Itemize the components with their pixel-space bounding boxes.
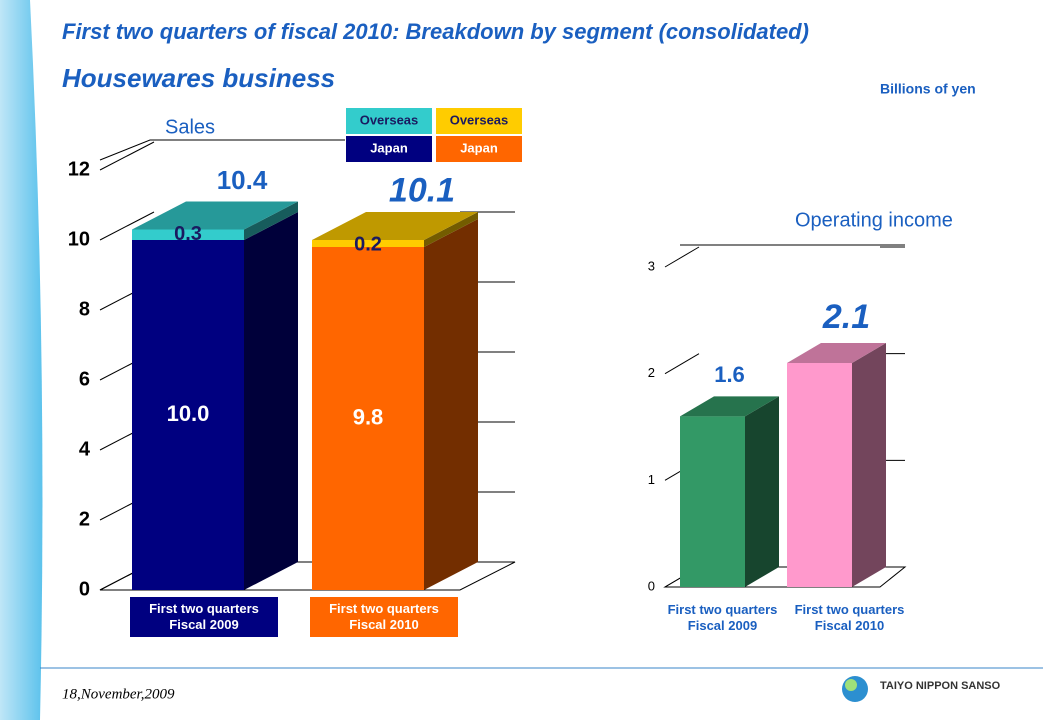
legend-label: Overseas (360, 112, 419, 127)
value-label: 0.3 (174, 223, 202, 245)
legend-label: Japan (370, 140, 408, 155)
bar-top (787, 343, 886, 363)
bar (787, 363, 852, 587)
x-tick-label: First two quarters Fiscal 2009 (667, 602, 778, 633)
bar-side (244, 212, 298, 590)
side-stripe (0, 0, 43, 720)
bar (312, 247, 424, 590)
bar (312, 240, 424, 247)
title-line (99, 139, 345, 161)
tick-line (664, 353, 700, 375)
legend-swatch (436, 136, 522, 162)
bar-side (424, 212, 478, 247)
y-tick-label: 2 (648, 365, 655, 380)
y-tick-label: 4 (79, 438, 91, 460)
bar (680, 416, 745, 587)
bar-side (244, 201, 298, 240)
value-label: 0.2 (354, 233, 382, 255)
x-tick-label: First two quarters Fiscal 2010 (794, 602, 905, 633)
y-tick-label: 8 (79, 298, 90, 320)
bar (132, 229, 244, 240)
legend-swatch (436, 108, 522, 134)
y-tick-label: 0 (79, 578, 90, 600)
subtitle: Housewares business (62, 63, 335, 93)
y-tick-label: 6 (79, 368, 90, 390)
value-label: 9.8 (353, 404, 384, 429)
y-tick-label: 2 (79, 508, 90, 530)
bar (132, 240, 244, 590)
value-label: 10.0 (167, 401, 210, 426)
logo-icon (845, 679, 857, 691)
legend-swatch (346, 136, 432, 162)
total-label: 10.1 (389, 171, 455, 209)
y-tick-label: 1 (648, 472, 655, 487)
y-tick-label: 10 (68, 228, 90, 250)
bar-side (852, 343, 886, 587)
bar-top (680, 396, 779, 417)
legend-label: Overseas (450, 112, 509, 127)
bar-side (745, 396, 779, 587)
total-label: 10.4 (217, 165, 268, 195)
tick-line (664, 246, 700, 268)
legend-swatch (346, 108, 432, 134)
logo: TAIYO NIPPON SANSO (880, 680, 1001, 692)
date: 18,November,2009 (62, 686, 175, 702)
legend-label: Japan (460, 140, 498, 155)
y-tick-label: 3 (648, 258, 655, 273)
bar-side (424, 219, 478, 590)
unit: Billions of yen (880, 81, 976, 97)
y-tick-label: 12 (68, 158, 90, 180)
value-label: 1.6 (714, 362, 745, 387)
slide-title: First two quarters of fiscal 2010: Break… (62, 19, 809, 44)
bar-top (312, 212, 478, 240)
tick-line (99, 211, 155, 241)
chart-title: Sales (165, 116, 215, 138)
value-label: 2.1 (822, 298, 870, 336)
bar-top (132, 201, 298, 230)
tick-line (99, 141, 155, 171)
x-tick-label: First two quarters Fiscal 2010 (310, 597, 458, 637)
chart-title: Operating income (795, 209, 953, 231)
x-tick-label: First two quarters Fiscal 2009 (130, 597, 278, 637)
y-tick-label: 0 (648, 578, 655, 593)
